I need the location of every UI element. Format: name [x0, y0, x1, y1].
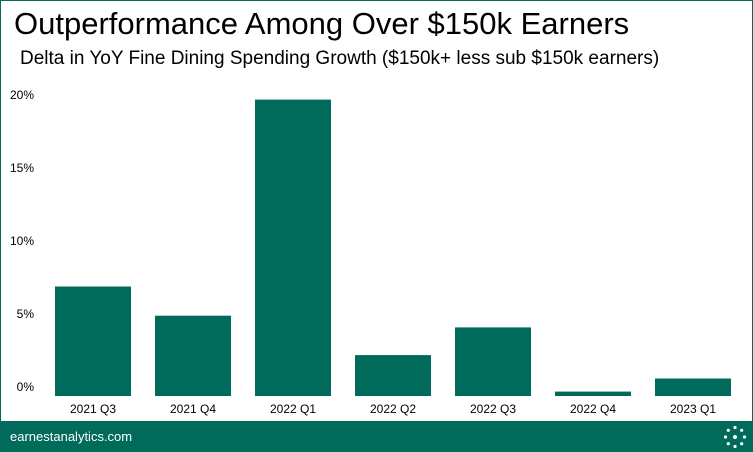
bars	[55, 99, 731, 396]
footer-bar: earnestanalytics.com	[0, 421, 753, 452]
y-tick-label: 15%	[10, 161, 34, 175]
x-tick-label: 2022 Q1	[270, 402, 316, 416]
chart-title: Outperformance Among Over $150k Earners	[14, 6, 630, 41]
x-tick-label: 2021 Q4	[170, 402, 216, 416]
y-tick-label: 5%	[17, 307, 35, 321]
bar-2023-q1	[655, 378, 731, 396]
y-tick-label: 0%	[17, 380, 35, 394]
x-tick-label: 2023 Q1	[670, 402, 716, 416]
y-tick-label: 20%	[10, 88, 34, 102]
bar-chart: 0% 5% 10% 15% 20% 2021 Q3 2021 Q4 2022 Q1 2022 …	[10, 88, 731, 416]
chart-subtitle: Delta in YoY Fine Dining Spending Growth…	[20, 48, 660, 69]
bar-2022-q3	[455, 327, 531, 396]
bar-2022-q2	[355, 355, 431, 396]
bar-2021-q4	[155, 315, 231, 396]
x-tick-label: 2022 Q3	[470, 402, 516, 416]
x-tick-label: 2021 Q3	[70, 402, 116, 416]
bar-2022-q4	[555, 391, 631, 396]
source-link[interactable]: earnestanalytics.com	[10, 429, 133, 444]
y-axis: 0% 5% 10% 15% 20%	[10, 88, 34, 394]
x-tick-label: 2022 Q4	[570, 402, 616, 416]
y-tick-label: 10%	[10, 234, 34, 248]
earnest-dots-logo-icon	[723, 425, 747, 449]
x-axis: 2021 Q3 2021 Q4 2022 Q1 2022 Q2 2022 Q3 2022 …	[70, 402, 716, 416]
bar-2022-q1	[255, 99, 331, 396]
bar-2021-q3	[55, 286, 131, 396]
x-tick-label: 2022 Q2	[370, 402, 416, 416]
